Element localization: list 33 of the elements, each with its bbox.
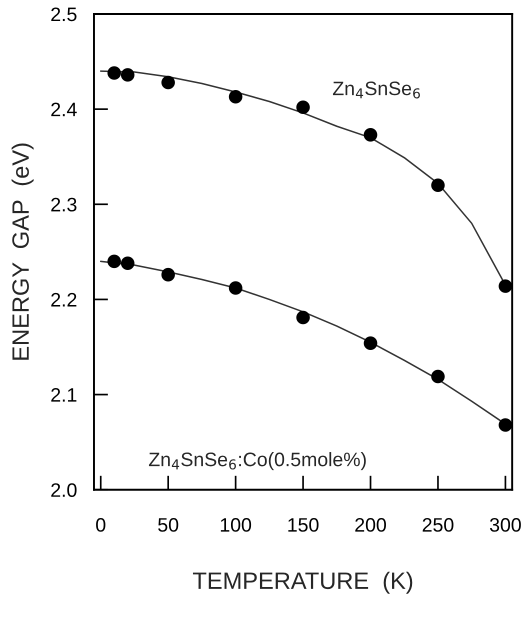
annotation: Zn$_{4}$SnSe$_{6}$ [332, 82, 420, 98]
point [120, 256, 134, 270]
x-tick-label: 100 [220, 518, 252, 532]
x-axis-title: TEMPERATURE (K) [192, 572, 412, 594]
x-tick-label: 150 [288, 518, 319, 532]
annotation: Zn$_{4}$SnSe$_{6}$:Co(0.5mole%) [148, 452, 366, 470]
point [107, 254, 121, 268]
y-tick-label: 2.2 [51, 292, 76, 306]
y-tick-label: 2.0 [51, 483, 77, 497]
point [120, 68, 134, 82]
point [228, 90, 242, 104]
point [161, 268, 175, 282]
point [296, 310, 310, 324]
x-tick-label: 0 [96, 518, 106, 532]
point [107, 66, 121, 80]
y-tick-label: 2.1 [51, 388, 76, 402]
point [498, 279, 512, 293]
y-tick-label: 2.5 [51, 7, 77, 22]
y-axis-title: ENERGY GAP (eV) [12, 144, 34, 360]
point [431, 370, 445, 384]
x-tick-label: 200 [355, 518, 386, 532]
point [498, 418, 512, 432]
point [161, 76, 175, 90]
x-tick-label: 300 [490, 518, 521, 532]
point [296, 100, 310, 114]
y-tick-label: 2.4 [51, 102, 77, 116]
y-tick-label: 2.3 [51, 198, 76, 212]
point [228, 281, 242, 295]
point [364, 336, 378, 350]
x-tick-label: 50 [158, 518, 178, 532]
x-tick-label: 250 [422, 518, 454, 532]
point [364, 128, 378, 142]
point [431, 178, 445, 192]
